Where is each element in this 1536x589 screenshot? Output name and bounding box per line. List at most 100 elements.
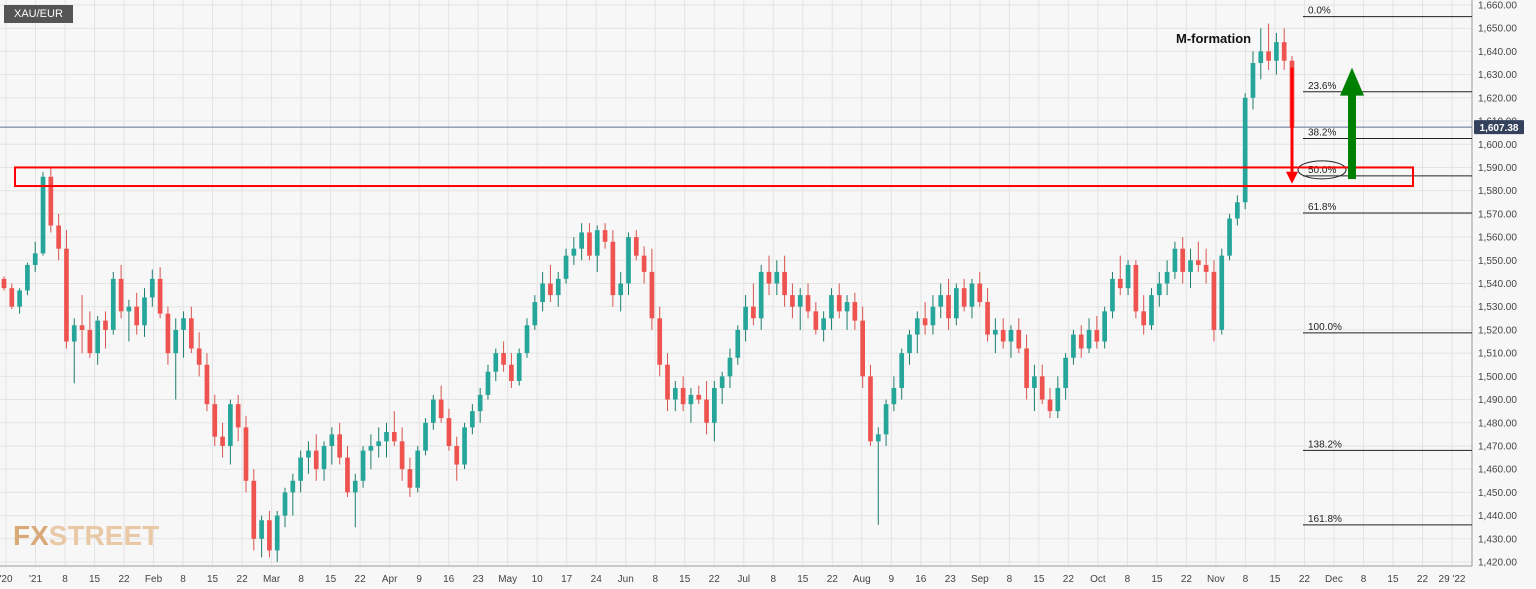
- candle: [79, 295, 85, 354]
- candle: [1203, 248, 1209, 284]
- y-tick-label: 1,480.00: [1478, 418, 1517, 429]
- candle-body: [922, 318, 928, 326]
- candle: [587, 223, 592, 261]
- candle-body: [1164, 271, 1170, 284]
- candle: [274, 510, 280, 562]
- candle-body: [149, 278, 155, 298]
- candle: [704, 380, 709, 435]
- candle-body: [157, 278, 163, 314]
- candle: [1078, 325, 1084, 358]
- candle: [891, 376, 897, 412]
- candle-body: [181, 318, 186, 330]
- candle-body: [189, 318, 194, 349]
- x-tick-label: 8: [1125, 574, 1131, 585]
- candle: [134, 292, 140, 335]
- candle-body: [126, 306, 132, 312]
- candle: [142, 288, 147, 337]
- x-tick-label: Feb: [145, 574, 163, 585]
- candle-body: [430, 399, 436, 423]
- candle: [782, 255, 787, 307]
- candle: [267, 510, 272, 558]
- x-tick-label: 22: [1063, 574, 1075, 585]
- x-tick-label: Mar: [263, 574, 281, 585]
- candle-body: [470, 411, 475, 428]
- candle: [860, 306, 866, 388]
- candle-body: [969, 283, 975, 307]
- candle-body: [1016, 329, 1022, 349]
- candle-body: [368, 445, 374, 451]
- candle: [821, 311, 826, 342]
- candle: [446, 408, 452, 451]
- candle-body: [563, 255, 569, 279]
- candle: [1188, 248, 1193, 289]
- candle-body: [1110, 278, 1115, 312]
- candle-body: [384, 432, 389, 442]
- candle-body: [1008, 329, 1014, 342]
- candle: [868, 364, 873, 446]
- candle-body: [1274, 42, 1279, 61]
- candle: [485, 364, 491, 400]
- candle: [555, 271, 561, 307]
- candle: [110, 271, 116, 335]
- candle: [1, 276, 7, 291]
- candle-body: [688, 394, 694, 405]
- candle: [204, 353, 210, 412]
- candle-body: [1180, 248, 1186, 272]
- candle: [774, 260, 780, 296]
- candle: [321, 441, 327, 481]
- candle-body: [1266, 51, 1271, 61]
- candle-body: [1219, 255, 1225, 330]
- candle: [48, 167, 54, 233]
- candle: [1219, 248, 1225, 335]
- candle: [930, 295, 936, 335]
- candle: [1141, 295, 1147, 335]
- candle: [922, 302, 928, 335]
- candle-body: [704, 399, 709, 423]
- candle-body: [501, 353, 506, 365]
- candle-body: [25, 264, 30, 291]
- candle-body: [899, 353, 905, 388]
- candle: [712, 380, 717, 442]
- candle-body: [852, 302, 858, 321]
- candle: [883, 399, 889, 446]
- y-tick-label: 1,500.00: [1478, 372, 1517, 383]
- candle: [758, 264, 764, 330]
- x-tick-label: 23: [473, 574, 485, 585]
- candle-body: [821, 318, 826, 330]
- candle: [17, 288, 22, 314]
- candle: [118, 264, 124, 319]
- candle-body: [914, 318, 920, 335]
- x-tick-label: Nov: [1207, 574, 1225, 585]
- candle-body: [829, 295, 834, 319]
- candle-body: [985, 302, 990, 335]
- candle-body: [493, 353, 499, 372]
- x-tick-label: 22: [1299, 574, 1311, 585]
- candle: [337, 422, 343, 465]
- candle: [563, 248, 569, 284]
- candle-body: [524, 325, 530, 354]
- last-price-label: 1,607.38: [1480, 123, 1519, 134]
- candle: [766, 255, 772, 296]
- x-tick-label: Jun: [618, 574, 634, 585]
- candle: [805, 283, 811, 319]
- down-arrow-head: [1286, 171, 1298, 184]
- fib-label: 100.0%: [1308, 322, 1342, 333]
- candle: [1242, 93, 1248, 210]
- candle-body: [1195, 260, 1201, 265]
- x-tick-label: 15: [1387, 574, 1399, 585]
- candle: [610, 230, 616, 307]
- fib-50-highlight-ellipse: [1297, 160, 1347, 180]
- candle: [290, 473, 296, 516]
- x-tick-label: 22: [827, 574, 839, 585]
- candle-body: [1141, 311, 1147, 326]
- candle: [626, 232, 631, 296]
- candle-body: [345, 457, 350, 493]
- candle: [1032, 364, 1037, 412]
- symbol-badge[interactable]: XAU/EUR: [4, 5, 73, 23]
- candle: [477, 387, 483, 423]
- x-tick-label: 17: [561, 574, 573, 585]
- candle: [95, 315, 101, 365]
- candle-body: [40, 176, 46, 254]
- x-tick-label: 8: [652, 574, 658, 585]
